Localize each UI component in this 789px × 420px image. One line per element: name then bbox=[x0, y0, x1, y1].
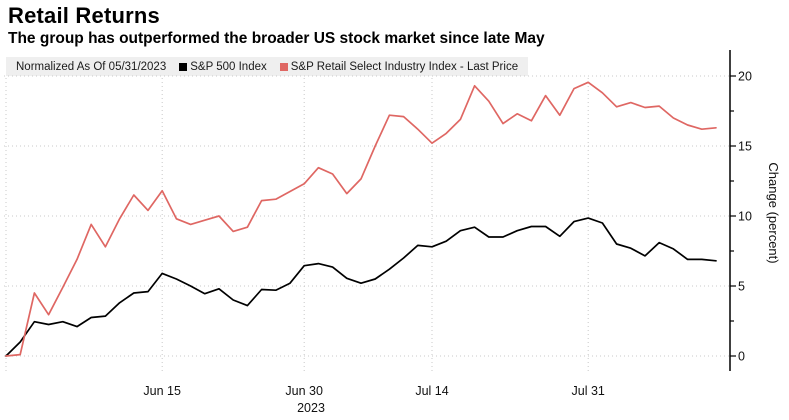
x-tick-label: Jun 15 bbox=[143, 384, 181, 398]
y-tick-label: 15 bbox=[738, 140, 752, 154]
y-tick-label: 10 bbox=[738, 210, 752, 224]
y-tick-label: 20 bbox=[738, 70, 752, 84]
chart-title: Retail Returns bbox=[8, 3, 160, 28]
y-axis-title: Change (percent) bbox=[766, 162, 781, 263]
sp500-swatch-icon bbox=[179, 62, 188, 71]
legend-item-retail: S&P Retail Select Industry Index - Last … bbox=[279, 60, 519, 73]
y-tick-label: 0 bbox=[738, 350, 745, 364]
legend: Normalized As Of 05/31/2023 S&P 500 Inde… bbox=[6, 57, 529, 76]
x-tick-label: Jul 31 bbox=[572, 384, 605, 398]
legend-note: Normalized As Of 05/31/2023 bbox=[16, 60, 167, 73]
chart-subtitle: The group has outperformed the broader U… bbox=[8, 30, 545, 47]
x-axis-year-label: 2023 bbox=[297, 401, 325, 415]
series-retail-line bbox=[5, 81, 717, 357]
series-sp500-line bbox=[5, 217, 717, 357]
retail-swatch-icon bbox=[279, 62, 288, 71]
y-tick-label: 5 bbox=[738, 280, 745, 294]
x-tick-label: Jun 30 bbox=[285, 384, 323, 398]
legend-item-sp500: S&P 500 Index bbox=[179, 61, 267, 73]
x-tick-label: Jul 14 bbox=[415, 384, 448, 398]
legend-label-sp500: S&P 500 Index bbox=[190, 60, 267, 73]
legend-label-retail: S&P Retail Select Industry Index - Last … bbox=[290, 60, 519, 73]
